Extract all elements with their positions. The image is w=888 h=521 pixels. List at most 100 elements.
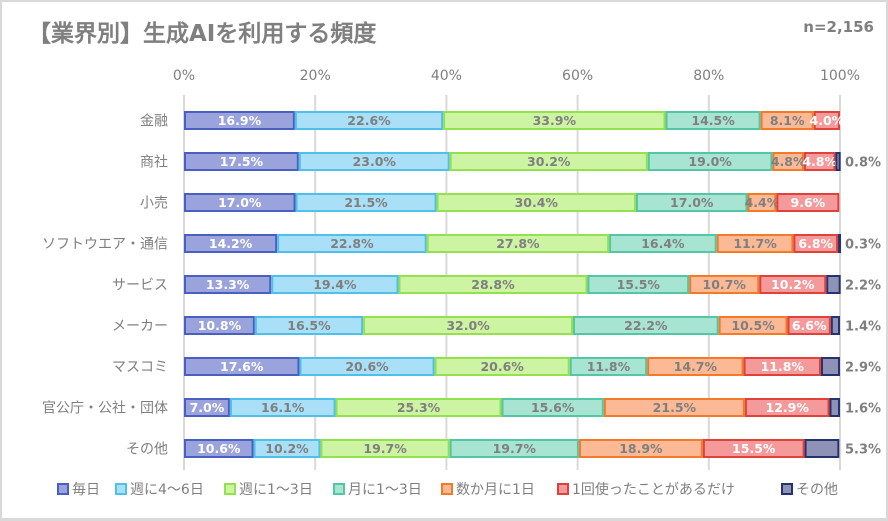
bar-segment (398, 275, 588, 294)
outside-data-label: 2.2% (845, 279, 881, 294)
bar-segment (603, 398, 745, 417)
legend: 毎日 週に4〜6日 週に1〜3日 月に1〜3日 数か月に1日 1回使ったことがあるだけ その… (57, 481, 838, 498)
bar-segment (434, 357, 570, 376)
data-label: 14.7% (674, 359, 718, 374)
bar-segment (647, 152, 773, 171)
outside-data-label: 5.3% (845, 443, 881, 458)
legend-label: 毎日 (72, 482, 100, 498)
data-label: 4.4% (745, 195, 780, 210)
outside-data-label: 1.4% (845, 320, 881, 335)
bar-segment (803, 152, 836, 171)
data-label: 12.9% (766, 400, 810, 415)
bar-segment (320, 439, 450, 458)
data-label: 19.7% (493, 441, 537, 456)
bar-segment (229, 398, 336, 417)
legend-swatch (557, 483, 569, 495)
legend-label: 週に1〜3日 (239, 482, 313, 498)
data-label: 22.8% (330, 236, 374, 251)
bar-segment (689, 275, 760, 294)
bar-segment (838, 234, 842, 253)
data-label: 4.0% (810, 113, 845, 128)
bar-segment (804, 439, 840, 458)
bar-segment (609, 234, 717, 253)
bar-segment (184, 316, 255, 335)
legend-swatch (115, 483, 127, 495)
bar-segment (443, 111, 666, 130)
data-label: 10.5% (731, 318, 775, 333)
bar-segment (578, 439, 703, 458)
data-label: 19.7% (363, 441, 407, 456)
bar-segment (184, 152, 299, 171)
data-label: 13.3% (206, 277, 250, 292)
category-label: 小売 (140, 196, 168, 212)
bar-segment (501, 398, 604, 417)
data-label: 23.0% (353, 154, 397, 169)
bar-segment (449, 439, 579, 458)
data-label: 16.1% (261, 400, 305, 415)
data-label: 25.3% (397, 400, 441, 415)
data-label: 17.0% (218, 195, 262, 210)
bar-segment (718, 316, 788, 335)
category-label: 商社 (140, 155, 168, 171)
bar-segment (184, 193, 296, 212)
data-label: 15.5% (732, 441, 776, 456)
bars: 16.9% 22.6% 33.9% 14.5% 8.1% 4.0% 17.5% 23.0% 30… (184, 111, 881, 458)
bar-segment (587, 275, 690, 294)
data-label: 8.1% (770, 113, 805, 128)
legend-swatch (224, 483, 236, 495)
data-label: 16.4% (641, 236, 685, 251)
bar-segment (759, 275, 827, 294)
outside-data-label: 1.6% (845, 402, 881, 417)
category-label: 官公庁・公社・団体 (42, 401, 168, 417)
bar-segment (449, 152, 648, 171)
x-axis-ticks: 0% 20% 40% 60% 80% 100% (173, 68, 860, 84)
x-tick-label: 40% (431, 68, 462, 84)
bar-segment (436, 193, 636, 212)
x-tick-label: 60% (562, 68, 593, 84)
x-tick-label: 20% (300, 68, 331, 84)
data-label: 22.2% (624, 318, 668, 333)
bar-segment (776, 193, 840, 212)
data-label: 20.6% (345, 359, 389, 374)
data-label: 4.8% (802, 154, 837, 169)
bar-segment (665, 111, 761, 130)
bar-segment (335, 398, 502, 417)
outside-data-label: 0.8% (845, 156, 881, 171)
bar-segment (820, 357, 841, 376)
x-tick-label: 0% (173, 68, 195, 84)
bar-segment (253, 439, 321, 458)
data-label: 28.8% (471, 277, 515, 292)
bar-segment (184, 234, 278, 253)
bar-segment (184, 439, 254, 458)
bar-segment (826, 275, 841, 294)
bar-segment (426, 234, 610, 253)
bar-segment (702, 439, 805, 458)
data-label: 17.5% (220, 154, 264, 169)
data-label: 30.2% (527, 154, 571, 169)
bar-segment (277, 234, 427, 253)
data-label: 6.6% (792, 318, 827, 333)
legend-label: 数か月に1日 (456, 482, 535, 498)
bar-segment (271, 275, 399, 294)
data-label: 18.9% (619, 441, 663, 456)
chart-title: 【業界別】生成AIを利用する頻度 (28, 21, 377, 47)
category-label: メーカー (112, 319, 168, 335)
category-label: マスコミ (112, 360, 168, 376)
data-label: 27.8% (496, 236, 540, 251)
bar-segment (254, 316, 364, 335)
data-label: 16.9% (218, 113, 262, 128)
data-label: 10.8% (198, 318, 242, 333)
x-tick-label: 100% (820, 68, 860, 84)
bar-segment (295, 193, 437, 212)
data-label: 19.0% (688, 154, 732, 169)
category-label: その他 (126, 442, 168, 458)
data-label: 4.8% (771, 154, 806, 169)
bar-segment (299, 357, 435, 376)
bar-segment (760, 111, 814, 130)
bar-segment (830, 316, 840, 335)
data-label: 11.8% (587, 359, 631, 374)
data-label: 30.4% (515, 195, 559, 210)
